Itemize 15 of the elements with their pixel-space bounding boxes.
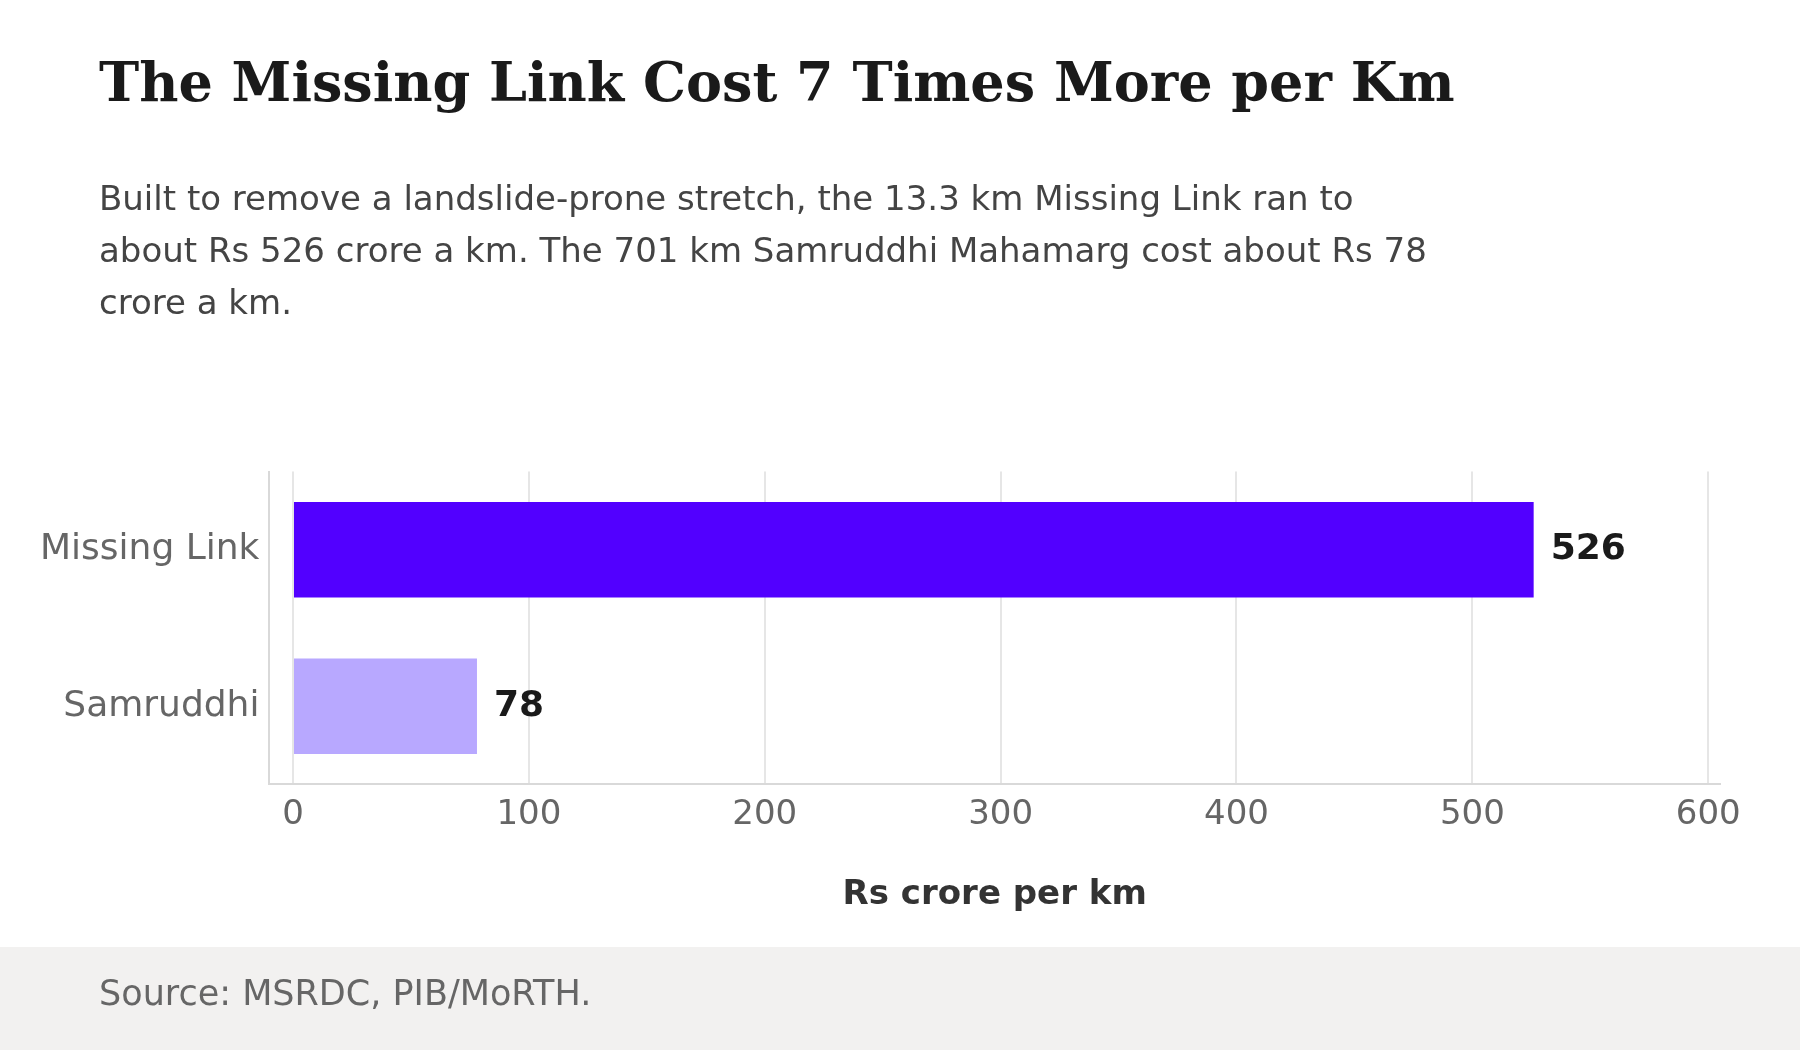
source-note: Source: MSRDC, PIB/MoRTH. (99, 973, 592, 1013)
x-tick-label: 500 (1439, 791, 1505, 832)
data-label: 78 (493, 682, 545, 724)
x-tick-label: 0 (282, 791, 304, 832)
x-tick-label: 100 (496, 791, 562, 832)
x-tick-label: 400 (1204, 791, 1269, 832)
x-tick-label: 600 (1675, 791, 1741, 832)
y-tick-label: Missing Link (39, 526, 260, 568)
chart-subtitle: Built to remove a landslide-prone stretch, the 13.3 km Missing Link ran to about Rs 526 crore a km. The 701 km Samruddhi Mahamarg cost about Rs 78 crore a km. (99, 177, 1428, 324)
x-axis-title: Rs crore per km (842, 872, 1147, 913)
chart-title: The Missing Link Cost 7 Times More per Km (99, 50, 1455, 114)
y-tick-label: Samruddhi (63, 682, 260, 724)
x-tick-label: 300 (968, 791, 1034, 832)
data-label: 526 (1550, 526, 1626, 568)
x-tick-label: 200 (732, 791, 798, 832)
